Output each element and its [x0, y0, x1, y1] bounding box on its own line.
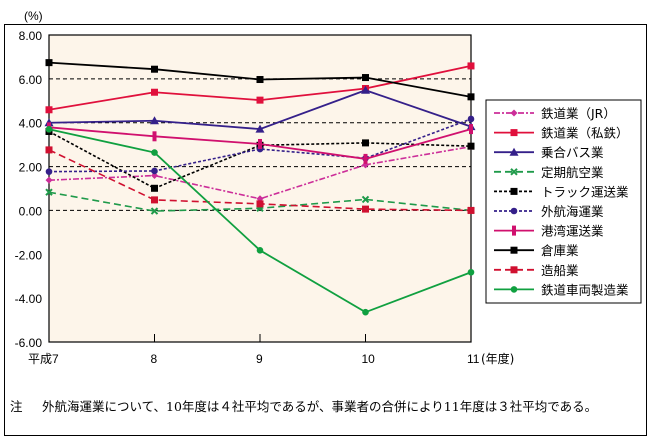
y-tick-label: 4.00	[19, 117, 43, 131]
y-tick-label: -6.00	[15, 336, 43, 350]
data-point	[151, 167, 158, 175]
data-point	[467, 142, 475, 150]
legend-marker	[510, 187, 518, 195]
y-tick-label: 6.00	[19, 73, 43, 87]
data-point	[467, 115, 475, 123]
x-tick-label: 8	[151, 352, 158, 366]
footnote-label: 注	[10, 399, 23, 414]
data-point	[362, 139, 369, 147]
legend-label: 外航海運業	[541, 204, 604, 219]
data-point	[45, 125, 53, 133]
legend-marker	[510, 207, 518, 215]
data-point	[258, 138, 262, 149]
data-point	[467, 62, 475, 70]
y-tick-label: 8.00	[19, 29, 43, 43]
legend-label: 乗合バス業	[541, 145, 604, 160]
x-tick-label: 平成7	[28, 352, 59, 366]
data-point	[467, 268, 475, 276]
data-point	[256, 247, 264, 254]
x-axis-label: (年度)	[481, 351, 514, 366]
data-point	[469, 124, 473, 135]
x-tick-label: 11	[467, 352, 480, 366]
legend-marker	[510, 129, 518, 137]
data-point	[255, 124, 265, 133]
data-point	[363, 153, 368, 164]
figure-frame	[4, 24, 647, 436]
data-point	[151, 196, 158, 204]
legend-label: 定期航空業	[541, 165, 604, 180]
series-line	[48, 118, 472, 173]
legend-label: 鉄道業（私鉄）	[541, 126, 629, 141]
data-point	[44, 118, 54, 127]
data-point	[45, 59, 53, 67]
data-point	[152, 131, 157, 142]
legend-marker	[510, 109, 518, 117]
y-tick-label: 2.00	[19, 161, 43, 175]
data-point	[362, 205, 369, 213]
data-point	[151, 149, 158, 156]
legend-label: 倉庫業	[541, 243, 579, 258]
data-point	[362, 74, 369, 82]
data-point	[151, 88, 158, 96]
legend-label: 鉄道業（JR）	[541, 106, 616, 121]
plot-area	[49, 35, 471, 342]
series-7	[45, 59, 475, 101]
data-point	[467, 206, 475, 214]
data-point	[151, 184, 158, 192]
y-axis-label: (%)	[24, 9, 43, 23]
legend-label: 港湾運送業	[541, 224, 604, 239]
data-point	[45, 176, 53, 184]
legend-marker	[510, 266, 518, 274]
legend-marker	[509, 147, 519, 156]
y-tick-label: -4.00	[15, 292, 43, 306]
x-tick-label: 10	[362, 352, 376, 366]
legend-marker	[510, 286, 518, 293]
legend-marker	[510, 246, 518, 254]
x-tick-label: 9	[256, 352, 263, 366]
data-point	[45, 188, 53, 196]
series-8	[45, 146, 475, 214]
legend-marker	[510, 168, 518, 176]
data-point	[361, 85, 370, 94]
y-tick-label: 0.00	[19, 204, 43, 218]
legend-label: 鉄道車両製造業	[541, 282, 629, 297]
data-point	[256, 76, 264, 84]
legend-label: トラック運送業	[541, 184, 629, 199]
legend-marker	[512, 225, 516, 236]
legend-label: 造船業	[541, 263, 579, 278]
data-point	[256, 200, 264, 208]
data-point	[467, 93, 475, 101]
data-point	[361, 195, 370, 204]
data-point	[150, 116, 159, 125]
data-point	[45, 168, 53, 175]
data-point	[150, 207, 159, 215]
data-point	[362, 308, 369, 316]
data-point	[45, 106, 53, 114]
y-tick-label: -2.00	[15, 248, 43, 262]
data-point	[151, 172, 158, 180]
legend: 鉄道業（JR） 鉄道業（私鉄） 乗合バス業定期航空業トラック運送業外航海運業港湾運送…	[485, 99, 642, 304]
data-point	[45, 146, 53, 154]
data-point	[151, 65, 158, 73]
data-point	[256, 96, 264, 104]
footnote-text: 外航海運業について、10年度は４社平均であるが、事業者の合併により11年度は３社…	[42, 399, 598, 414]
series-9	[45, 125, 475, 316]
